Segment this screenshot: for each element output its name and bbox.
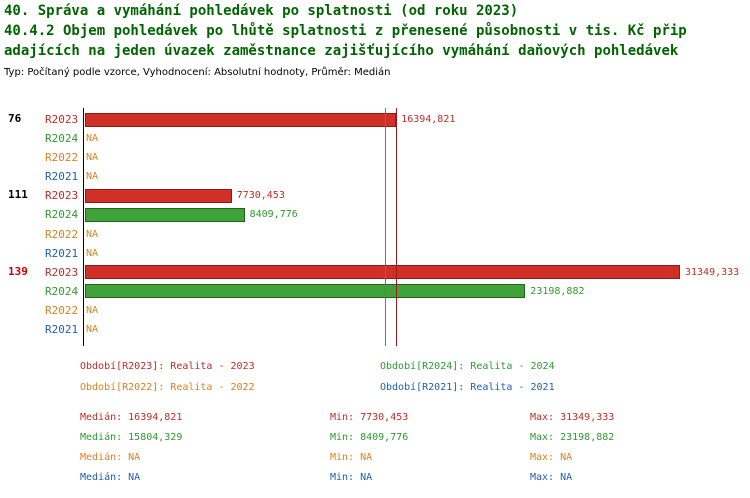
stat-min-r2022: Min: NA [330, 452, 373, 463]
stat-median-r2022: Medián: NA [80, 452, 141, 463]
series-label-r2024: R2024 [45, 284, 79, 298]
series-label-r2021: R2021 [45, 246, 79, 260]
stat-median-r2024: Medián: 15804,329 [80, 432, 183, 443]
chart-title-line-2: 40.4.2 Objem pohledávek po lhůtě splatno… [4, 23, 687, 39]
bar-value-label: 8409,776 [249, 209, 298, 221]
stat-median-r2023: Medián: 16394,821 [80, 412, 183, 423]
chart-row: 76 R2023 16394,821 [0, 110, 750, 129]
chart-row: R2024 8409,776 [0, 205, 750, 224]
na-value-label: NA [86, 228, 99, 240]
chart-row: R2022 NA [0, 301, 750, 320]
legend-item-r2023: Období[R2023]: Realita - 2023 [80, 361, 255, 372]
legend-item-r2024: Období[R2024]: Realita - 2024 [380, 361, 555, 372]
series-label-r2022: R2022 [45, 227, 79, 241]
series-label-r2023: R2023 [45, 265, 79, 279]
series-label-r2023: R2023 [45, 113, 79, 126]
legend-item-r2021: Období[R2021]: Realita - 2021 [380, 382, 555, 393]
series-label-r2023: R2023 [45, 189, 79, 203]
chart-title-line-1: 40. Správa a vymáhání pohledávek po spla… [4, 3, 519, 19]
bar-value-label: 7730,453 [236, 190, 285, 202]
stat-max-r2022: Max: NA [530, 452, 573, 463]
chart-row: R2022 NA [0, 148, 750, 167]
na-value-label: NA [86, 152, 99, 164]
stat-min-r2024: Min: 8409,776 [330, 432, 409, 443]
bar-r2024[interactable] [85, 284, 526, 299]
stat-min-r2023: Min: 7730,453 [330, 412, 409, 423]
series-label-r2021: R2021 [45, 323, 79, 337]
chart-row: 111 R2023 7730,453 [0, 186, 750, 205]
bar-r2023[interactable] [85, 112, 397, 127]
stat-min-r2021: Min: NA [330, 472, 373, 483]
na-value-label: NA [86, 133, 99, 145]
legend-item-r2022: Období[R2022]: Realita - 2022 [80, 382, 255, 393]
y-axis-line [83, 108, 84, 346]
series-label-r2024: R2024 [45, 208, 79, 222]
chart-area: 76 R2023 16394,821 R2024 NA R2022 NA R2021 NA 111… [0, 106, 750, 346]
bar-value-label: 31349,333 [685, 266, 740, 278]
series-label-r2021: R2021 [45, 170, 79, 184]
median-line-r2024 [385, 108, 386, 346]
median-line-r2023 [396, 108, 398, 346]
series-label-r2024: R2024 [45, 132, 79, 146]
na-value-label: NA [86, 324, 99, 336]
na-value-label: NA [86, 247, 99, 259]
category-id: 139 [8, 264, 28, 278]
chart-row: R2024 NA [0, 129, 750, 148]
chart-rows: 76 R2023 16394,821 R2024 NA R2022 NA R2021 NA 111… [0, 110, 750, 339]
chart-row: 139 R2023 31349,333 [0, 263, 750, 282]
chart-row: R2024 23198,882 [0, 282, 750, 301]
bar-value-label: 16394,821 [401, 114, 456, 125]
chart-row: R2022 NA [0, 225, 750, 244]
chart-row: R2021 NA [0, 244, 750, 263]
stat-max-r2023: Max: 31349,333 [530, 412, 615, 423]
bar-value-label: 23198,882 [530, 285, 585, 297]
bar-r2023[interactable] [85, 188, 232, 203]
na-value-label: NA [86, 304, 99, 316]
chart-subtitle: Typ: Počítaný podle vzorce, Vyhodnocení:… [4, 67, 391, 78]
chart-row: R2021 NA [0, 320, 750, 339]
na-value-label: NA [86, 171, 99, 183]
bar-r2023[interactable] [85, 265, 680, 280]
bar-r2024[interactable] [85, 207, 245, 222]
chart-row: R2021 NA [0, 167, 750, 186]
series-label-r2022: R2022 [45, 303, 79, 317]
category-id: 76 [8, 112, 22, 125]
stat-max-r2021: Max: NA [530, 472, 573, 483]
stat-median-r2021: Medián: NA [80, 472, 141, 483]
category-id: 111 [8, 188, 28, 202]
chart-title-line-3: adajících na jeden úvazek zaměstnance za… [4, 43, 679, 59]
series-label-r2022: R2022 [45, 151, 79, 165]
stat-max-r2024: Max: 23198,882 [530, 432, 615, 443]
